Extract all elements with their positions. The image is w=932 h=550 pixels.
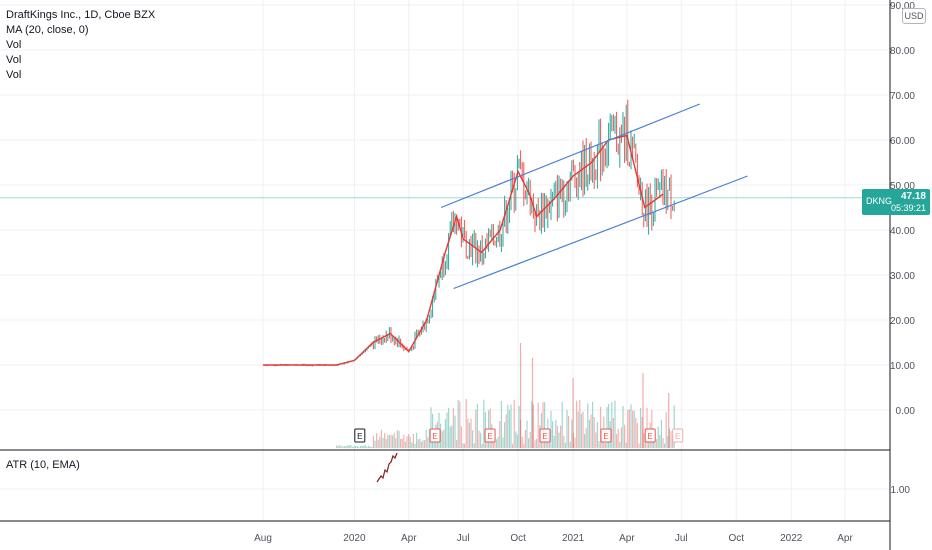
atr-legend: ATR (10, EMA): [6, 459, 80, 471]
x-tick-label: 2020: [343, 533, 366, 544]
volume-bars: [336, 343, 675, 448]
earnings-label: E: [487, 432, 492, 441]
y-tick-label: 90.00: [890, 1, 915, 12]
earnings-marker: [429, 428, 441, 443]
x-tick-label: Apr: [401, 533, 417, 544]
earnings-label: E: [603, 432, 608, 441]
x-tick-label: Apr: [619, 533, 635, 544]
trend-channel: [440, 103, 748, 290]
x-tick-label: 2022: [780, 533, 803, 544]
y-tick-label: 50.00: [890, 181, 915, 192]
y-tick-label: 80.00: [890, 46, 915, 57]
y-tick-label: 40.00: [890, 226, 915, 237]
y-tick-label: 10.00: [890, 361, 915, 372]
earnings-marker: [354, 428, 366, 443]
earnings-label: E: [542, 432, 547, 441]
price-tag-price: 47.18: [900, 191, 926, 202]
atr-pane: [376, 452, 398, 483]
legend-vol-1: Vol: [6, 39, 22, 51]
atr-tick-label: 1.00: [891, 485, 911, 496]
y-axis-ticks: 90.00 80.00 70.00 60.00 50.00 40.00 30.00 20.00…: [890, 1, 915, 496]
y-tick-label: 30.00: [890, 271, 915, 282]
earnings-marker: [539, 428, 551, 443]
legend-vol-3: Vol: [6, 69, 22, 81]
y-tick-label: 0.00: [896, 406, 916, 417]
x-tick-label: 2021: [562, 533, 585, 544]
earnings-marker: [600, 428, 612, 443]
x-tick-label: Aug: [254, 533, 272, 544]
x-tick-label: Oct: [728, 533, 744, 544]
currency-badge[interactable]: USD: [902, 8, 926, 24]
earnings-label: E: [357, 432, 362, 441]
chart-legend: DraftKings Inc., 1D, Cboe BZX MA (20, cl…: [6, 8, 155, 83]
grid-lines: [0, 0, 890, 520]
earnings-label: E: [432, 432, 437, 441]
legend-vol-2: Vol: [6, 54, 22, 66]
axes: [0, 0, 891, 550]
earnings-label: E: [675, 432, 680, 441]
price-tag-symbol: DKNG: [866, 196, 893, 206]
x-tick-label: Jul: [457, 533, 470, 544]
price-tag: DKNG 47.18 05:39:21: [862, 189, 930, 215]
atr-line: [376, 452, 398, 483]
y-tick-label: 20.00: [890, 316, 915, 327]
legend-ma: MA (20, close, 0): [6, 24, 89, 36]
price-tag-countdown: 05:39:21: [890, 203, 926, 213]
x-axis-ticks: Aug 2020 Apr Jul Oct 2021 Apr Jul Oct 2022 Apr: [254, 533, 853, 544]
y-tick-label: 60.00: [890, 136, 915, 147]
earnings-marker: [484, 428, 496, 443]
legend-title: DraftKings Inc., 1D, Cboe BZX: [6, 9, 156, 21]
y-tick-label: 70.00: [890, 91, 915, 102]
channel-lower: [453, 175, 748, 290]
channel-upper: [440, 103, 701, 209]
earnings-marker: [644, 428, 656, 443]
x-tick-label: Apr: [837, 533, 853, 544]
ma-line: [263, 134, 664, 366]
moving-average-line: [263, 134, 664, 366]
x-tick-label: Jul: [675, 533, 688, 544]
earnings-marker: [672, 428, 684, 443]
x-tick-label: Oct: [510, 533, 526, 544]
earnings-label: E: [648, 432, 653, 441]
